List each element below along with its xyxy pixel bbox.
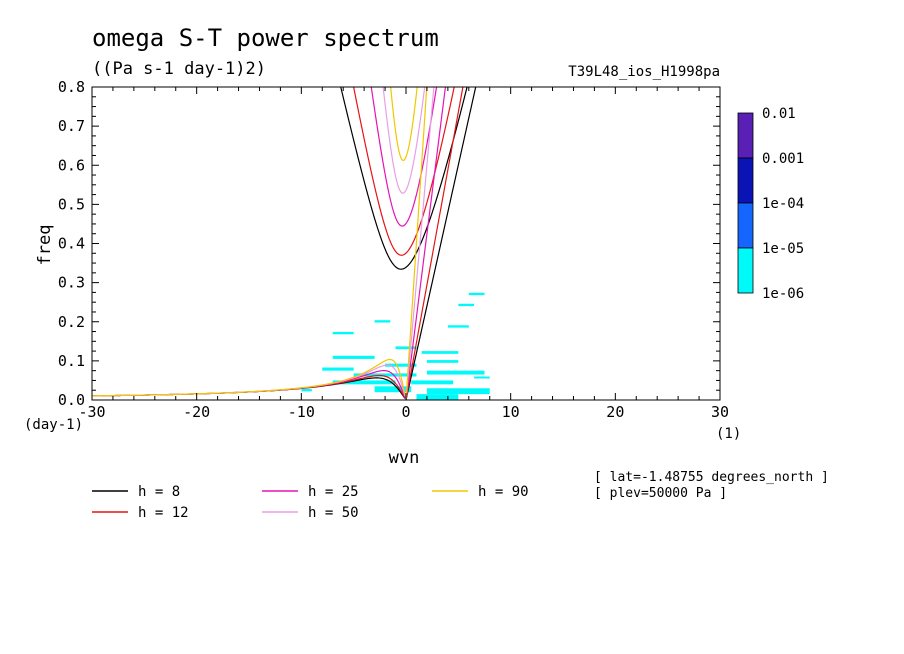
x-tick-label: -20 <box>183 403 210 421</box>
power-patch <box>416 394 459 400</box>
colorbar-swatch <box>737 157 754 204</box>
chart-title: omega S-T power spectrum <box>92 24 439 52</box>
dispersion-curves <box>92 87 477 400</box>
power-patch <box>301 389 312 392</box>
dispersion-curve <box>340 87 468 270</box>
power-patch <box>458 303 475 307</box>
plev-annotation: [ plev=50000 Pa ] <box>594 486 727 501</box>
power-patch <box>426 360 459 363</box>
x-tick-label: -10 <box>288 403 315 421</box>
x-tick-label: 0 <box>401 403 410 421</box>
colorbar-label: 1e-06 <box>762 286 804 302</box>
x-tick-label: 10 <box>502 403 520 421</box>
power-patch <box>474 376 490 379</box>
power-patch <box>322 367 354 371</box>
dispersion-curve <box>92 358 406 397</box>
legend-label: h = 12 <box>138 505 189 521</box>
power-patch <box>421 351 459 354</box>
x-tick-label: 20 <box>606 403 624 421</box>
dispersion-curve <box>390 87 418 162</box>
power-patch <box>374 386 412 393</box>
power-patch <box>426 388 490 395</box>
power-patch <box>385 363 417 367</box>
power-patch <box>468 292 485 296</box>
chart-units: ((Pa s-1 day-1)2) <box>92 59 266 79</box>
dispersion-curve <box>405 87 447 400</box>
dispersion-curve <box>370 87 438 227</box>
power-patch <box>332 355 375 359</box>
dispersion-curve <box>405 87 464 400</box>
x-unit-label: (1) <box>716 426 741 442</box>
power-patch <box>332 380 396 385</box>
colorbar-swatch <box>737 202 754 249</box>
power-patch <box>374 320 391 323</box>
plot-frame <box>91 86 721 401</box>
y-tick-label: 0.6 <box>58 156 85 174</box>
colorbar-label: 0.01 <box>762 106 796 122</box>
y-tick-label: 0.1 <box>58 352 85 370</box>
colorbar-swatch <box>737 247 754 294</box>
dispersion-curve <box>405 87 477 400</box>
legend: h = 8 h = 12 h = 25 h = 50 h = 90 <box>92 484 529 521</box>
y-tick-label: 0.3 <box>58 274 85 292</box>
run-label: T39L48_ios_H1998pa <box>568 64 720 80</box>
colorbar-label: 1e-05 <box>762 241 804 257</box>
y-tick-label: 0.0 <box>58 391 85 409</box>
power-patch <box>332 331 354 335</box>
y-unit-label: (day-1) <box>24 417 83 433</box>
power-patch <box>395 346 417 350</box>
y-tick-label: 0.7 <box>58 117 85 135</box>
lat-annotation: [ lat=-1.48755 degrees_north ] <box>594 470 829 485</box>
power-patch <box>411 380 454 385</box>
dispersion-curve <box>353 87 455 256</box>
power-patch <box>447 325 469 328</box>
y-tick-label: 0.4 <box>58 235 85 253</box>
x-tick-label: -30 <box>78 403 105 421</box>
y-tick-label: 0.5 <box>58 195 85 213</box>
y-axis-label: freq <box>35 225 55 266</box>
legend-label: h = 50 <box>308 505 359 521</box>
dispersion-curve <box>382 87 426 194</box>
colorbar-label: 0.001 <box>762 151 804 167</box>
colorbar: 0.01 0.001 1e-04 1e-05 1e-06 <box>737 106 804 302</box>
power-patch <box>426 370 485 375</box>
dispersion-curve <box>405 87 435 400</box>
power-patch <box>353 373 417 377</box>
legend-label: h = 8 <box>138 484 180 500</box>
colorbar-label: 1e-04 <box>762 196 804 212</box>
legend-label: h = 90 <box>478 484 529 500</box>
axis-ticks: -30 -20 -10 0 10 20 30 0.0 0.1 0.2 0.3 0.4 0.5 0.6 0.7… <box>58 78 729 421</box>
y-tick-label: 0.8 <box>58 78 85 96</box>
spectral-patches <box>301 292 490 400</box>
y-tick-label: 0.2 <box>58 313 85 331</box>
x-tick-label: 30 <box>711 403 729 421</box>
colorbar-swatch <box>737 112 754 159</box>
dispersion-curve <box>405 87 428 400</box>
legend-label: h = 25 <box>308 484 359 500</box>
x-axis-label: wvn <box>389 448 420 468</box>
